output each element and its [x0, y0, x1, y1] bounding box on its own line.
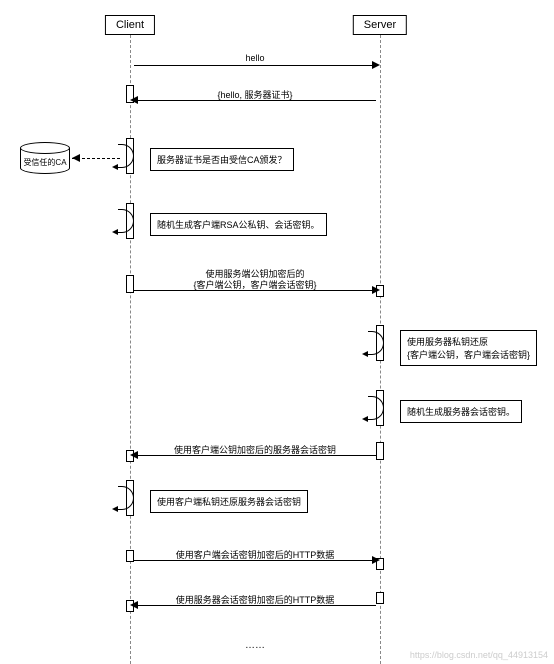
- ca-label: 受信任的CA: [23, 157, 66, 168]
- actor-server: Server: [353, 15, 407, 35]
- self-msg-text: 服务器证书是否由受信CA颁发？: [157, 155, 287, 165]
- self-msg-text: 随机生成服务器会话密钥。: [407, 407, 515, 417]
- msg-arrow: [138, 455, 376, 456]
- self-msg-text: 随机生成客户端RSA公私钥、会话密钥。: [157, 220, 320, 230]
- activation: [376, 592, 384, 604]
- actor-client: Client: [105, 15, 155, 35]
- ca-database-icon: 受信任的CA: [20, 142, 70, 174]
- msg-arrow: [138, 605, 376, 606]
- activation: [126, 550, 134, 562]
- self-msg-box: 随机生成服务器会话密钥。: [400, 400, 522, 423]
- activation: [376, 442, 384, 460]
- self-msg-text: {客户端公钥，客户端会话密钥}: [407, 350, 530, 360]
- arrowhead-right-icon: [372, 286, 380, 294]
- self-msg-text: 使用服务器私钥还原: [407, 337, 488, 347]
- ca-link-arrowhead: [72, 154, 80, 162]
- arrowhead-left-icon: [130, 601, 138, 609]
- arrowhead-right-icon: [372, 61, 380, 69]
- msg-label: hello: [245, 53, 264, 63]
- msg-arrow: [138, 100, 376, 101]
- arrowhead-right-icon: [372, 556, 380, 564]
- arrowhead-left-icon: [130, 451, 138, 459]
- self-msg-box: 使用服务器私钥还原 {客户端公钥，客户端会话密钥}: [400, 330, 537, 366]
- watermark: https://blog.csdn.net/qq_44913154: [410, 650, 548, 660]
- activation: [126, 275, 134, 293]
- ellipsis: ……: [245, 640, 265, 651]
- self-msg-box: 使用客户端私钥还原服务器会话密钥: [150, 490, 308, 513]
- lifeline-client: [130, 35, 131, 664]
- self-msg-box: 随机生成客户端RSA公私钥、会话密钥。: [150, 213, 327, 236]
- self-msg-text: 使用客户端私钥还原服务器会话密钥: [157, 497, 301, 507]
- msg-arrow: [134, 65, 372, 66]
- msg-arrow: [134, 290, 372, 291]
- msg-arrow: [134, 560, 372, 561]
- arrowhead-left-icon: [130, 96, 138, 104]
- self-msg-box: 服务器证书是否由受信CA颁发？: [150, 148, 294, 171]
- actor-server-label: Server: [364, 19, 396, 31]
- actor-client-label: Client: [116, 19, 144, 31]
